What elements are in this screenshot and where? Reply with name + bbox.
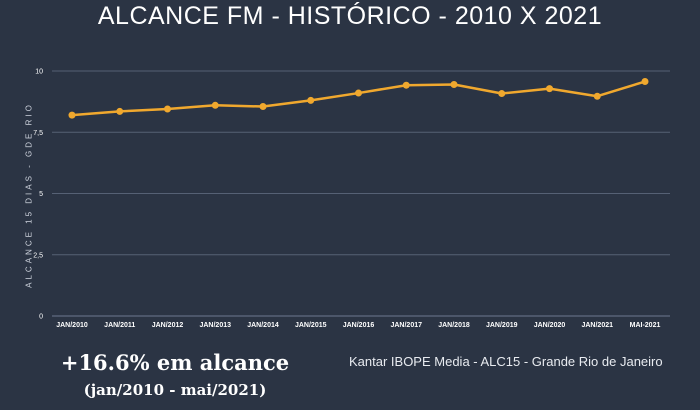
data-point: [593, 92, 601, 100]
x-tick-label: MAI-2021: [630, 322, 661, 329]
data-point: [450, 80, 458, 88]
data-point: [641, 78, 649, 86]
y-tick-labels: 0 2,5 5 7,5 10: [33, 69, 43, 321]
chart-title: ALCANCE FM - HISTÓRICO - 2010 X 2021: [97, 2, 603, 30]
x-tick-label: JAN/2013: [199, 322, 231, 329]
data-point: [546, 85, 553, 93]
x-tick-label: JAN/2017: [390, 322, 422, 329]
series-line: [70, 80, 647, 117]
series-layer: [68, 78, 649, 119]
data-point: [211, 101, 219, 109]
x-tick-labels: JAN/2010 JAN/2011 JAN/2012 JAN/2013 JAN/2014…: [56, 322, 660, 329]
growth-period: (jan/2010 - mai/2021): [83, 381, 267, 399]
gridlines: [52, 70, 670, 317]
x-tick-label: JAN/2018: [438, 322, 470, 329]
x-tick-label: JAN/2019: [486, 322, 518, 329]
y-tick-label: 0: [39, 314, 43, 321]
data-point: [402, 81, 410, 89]
growth-summary: +16.6% em alcance: [60, 350, 290, 375]
y-tick-label: 2,5: [33, 252, 43, 259]
x-tick-label: JAN/2012: [152, 322, 184, 329]
data-point: [498, 90, 506, 98]
y-axis-label: ALCANCE 15 DIAS - GDE RIO: [24, 102, 34, 288]
data-point: [259, 103, 267, 111]
data-point: [116, 107, 124, 115]
x-tick-label: JAN/2010: [56, 322, 88, 329]
x-tick-label: JAN/2014: [247, 322, 279, 329]
data-source: Kantar IBOPE Media - ALC15 - Grande Rio …: [349, 354, 663, 369]
x-tick-label: JAN/2021: [581, 322, 613, 329]
data-point: [307, 96, 315, 104]
x-tick-label: JAN/2015: [295, 322, 327, 329]
data-point: [355, 89, 362, 97]
y-tick-label: 5: [39, 191, 43, 198]
y-tick-label: 7,5: [33, 130, 43, 137]
data-point: [68, 111, 76, 119]
y-tick-label: 10: [35, 69, 43, 76]
x-tick-label: JAN/2011: [104, 322, 135, 329]
x-tick-label: JAN/2016: [343, 322, 375, 329]
x-tick-label: JAN/2020: [534, 322, 566, 329]
data-point: [164, 105, 171, 113]
